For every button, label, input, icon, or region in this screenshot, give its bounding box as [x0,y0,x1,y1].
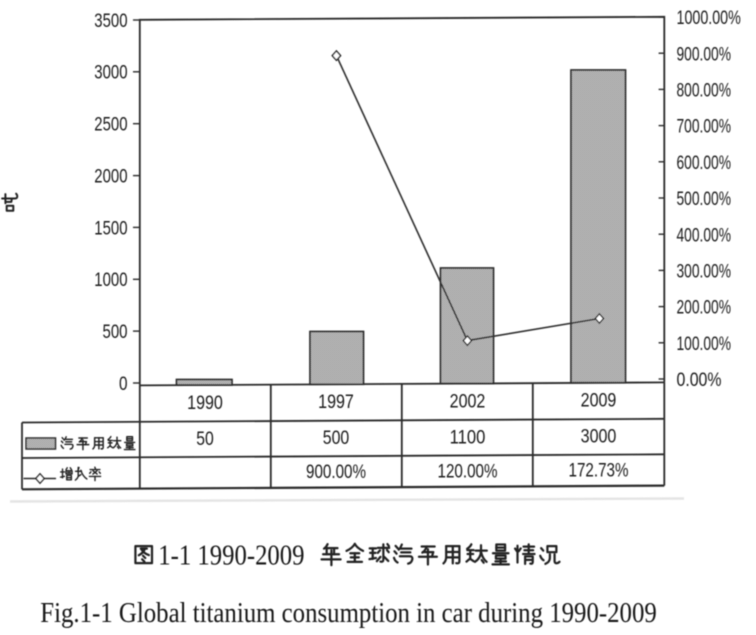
svg-text:1000.00%: 1000.00% [677,8,741,29]
svg-text:3000: 3000 [581,427,617,448]
svg-text:1500: 1500 [94,218,127,239]
svg-text:2009: 2009 [581,391,617,412]
svg-text:100.00%: 100.00% [677,334,732,355]
svg-text:200.00%: 200.00% [677,298,732,319]
svg-text:400.00%: 400.00% [677,225,732,246]
svg-text:500: 500 [103,322,128,343]
svg-text:300.00%: 300.00% [677,262,732,283]
svg-text:500.00%: 500.00% [677,189,732,210]
svg-text:50: 50 [196,429,214,450]
svg-text:500: 500 [323,428,350,449]
svg-text:1100: 1100 [450,427,486,448]
svg-text:3000: 3000 [94,63,127,84]
svg-text:2500: 2500 [94,115,127,136]
svg-text:900.00%: 900.00% [306,462,366,483]
svg-text:1990: 1990 [187,393,223,414]
svg-text:1000: 1000 [94,270,127,291]
svg-text:Fig.1-1 Global titanium consum: Fig.1-1 Global titanium consumption in c… [40,597,657,629]
svg-text:120.00%: 120.00% [438,461,498,482]
svg-text:600.00%: 600.00% [677,153,732,174]
svg-text:3500: 3500 [94,11,127,32]
svg-text:1-1 1990-2009: 1-1 1990-2009 [158,540,304,572]
svg-text:1997: 1997 [318,392,354,413]
svg-text:2000: 2000 [94,167,127,188]
svg-text:172.73%: 172.73% [569,461,629,482]
svg-text:800.00%: 800.00% [677,81,732,102]
svg-text:0.00%: 0.00% [677,370,722,391]
svg-text:2002: 2002 [450,392,486,413]
svg-text:0: 0 [119,374,128,395]
svg-text:900.00%: 900.00% [677,44,732,65]
svg-text:700.00%: 700.00% [677,117,732,138]
